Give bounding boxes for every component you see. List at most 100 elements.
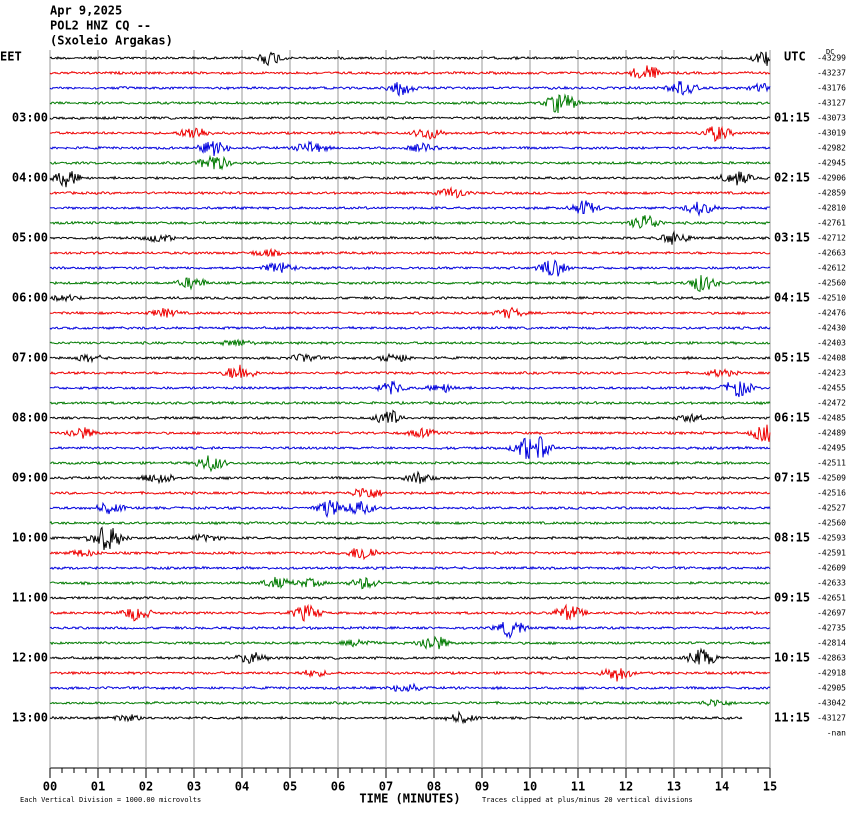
trace xyxy=(49,325,771,331)
trace xyxy=(49,125,771,142)
trace xyxy=(49,115,771,121)
offset-label: -42455 xyxy=(817,384,846,393)
left-time: 05:00 xyxy=(12,231,48,245)
offset-label: -42609 xyxy=(817,564,846,573)
trace xyxy=(49,352,771,364)
left-time: 10:00 xyxy=(12,531,48,545)
trace xyxy=(49,93,771,114)
trace xyxy=(49,80,771,97)
offset-label: -42663 xyxy=(817,249,846,258)
trace xyxy=(49,667,771,682)
right-time: 07:15 xyxy=(774,471,810,485)
x-tick-label: 04 xyxy=(235,780,249,794)
offset-label: -42697 xyxy=(817,609,846,618)
footnote: Traces clipped at plus/minus 20 vertical… xyxy=(482,796,693,804)
trace xyxy=(49,595,771,601)
x-tick-label: 14 xyxy=(715,780,729,794)
left-time: 08:00 xyxy=(12,411,48,425)
trace xyxy=(49,710,743,725)
right-time: 06:15 xyxy=(774,411,810,425)
x-tick-label: 00 xyxy=(43,780,57,794)
offset-label: -42476 xyxy=(817,309,846,318)
x-tick-label: 15 xyxy=(763,780,777,794)
title-line: Apr 9,2025 xyxy=(50,4,122,18)
x-tick-label: 13 xyxy=(667,780,681,794)
trace xyxy=(49,171,771,188)
trace xyxy=(49,647,771,665)
trace xyxy=(49,247,771,257)
trace xyxy=(49,436,771,459)
offset-label: -42472 xyxy=(817,399,846,408)
trace xyxy=(49,259,771,277)
offset-label: -42905 xyxy=(817,684,846,693)
offset-label: -42510 xyxy=(817,294,846,303)
right-time: 11:15 xyxy=(774,711,810,725)
end-label: -nan xyxy=(827,729,846,738)
offset-label: -42918 xyxy=(817,669,846,678)
offset-label: -42651 xyxy=(817,594,846,603)
offset-label: -43176 xyxy=(817,84,846,93)
right-time: 09:15 xyxy=(774,591,810,605)
x-axis-label: TIME (MINUTES) xyxy=(359,792,460,806)
left-time: 03:00 xyxy=(12,111,48,125)
trace xyxy=(49,338,771,347)
x-tick-label: 02 xyxy=(139,780,153,794)
trace xyxy=(49,51,771,67)
title-line: POL2 HNZ CQ -- xyxy=(50,19,151,33)
offset-label: -42408 xyxy=(817,354,846,363)
left-time: 06:00 xyxy=(12,291,48,305)
trace xyxy=(49,230,770,245)
right-time: 08:15 xyxy=(774,531,810,545)
trace xyxy=(49,293,771,303)
offset-label: -42560 xyxy=(817,519,846,528)
offset-label: -43237 xyxy=(817,69,846,78)
trace xyxy=(49,214,771,229)
trace xyxy=(49,306,771,319)
trace xyxy=(49,400,771,406)
right-time: 10:15 xyxy=(774,651,810,665)
offset-label: -42810 xyxy=(817,204,846,213)
x-tick-label: 05 xyxy=(283,780,297,794)
trace xyxy=(49,635,771,650)
trace xyxy=(49,682,771,693)
trace xyxy=(49,65,771,79)
trace xyxy=(49,140,771,157)
left-axis-label: EET xyxy=(0,50,22,64)
left-time: 07:00 xyxy=(12,351,48,365)
left-time: 13:00 xyxy=(12,711,48,725)
trace xyxy=(49,275,771,293)
right-time: 04:15 xyxy=(774,291,810,305)
left-time: 04:00 xyxy=(12,171,48,185)
offset-label: -42735 xyxy=(817,624,846,633)
x-tick-label: 11 xyxy=(571,780,585,794)
trace xyxy=(50,603,771,622)
trace xyxy=(49,470,771,485)
trace xyxy=(49,380,771,398)
trace xyxy=(49,424,771,442)
trace xyxy=(49,520,771,526)
trace xyxy=(49,364,771,379)
offset-label: -42906 xyxy=(817,174,846,183)
trace xyxy=(49,526,771,550)
offset-label: -42430 xyxy=(817,324,846,333)
offset-label: -43042 xyxy=(817,699,846,708)
offset-label: -42863 xyxy=(817,654,846,663)
x-tick-label: 06 xyxy=(331,780,345,794)
trace xyxy=(49,698,771,707)
offset-label: -42516 xyxy=(817,489,846,498)
offset-label: -42593 xyxy=(817,534,846,543)
offset-label: -42945 xyxy=(817,159,846,168)
left-time: 11:00 xyxy=(12,591,48,605)
left-time: 09:00 xyxy=(12,471,48,485)
x-tick-label: 10 xyxy=(523,780,537,794)
right-time: 01:15 xyxy=(774,111,810,125)
offset-label: -42495 xyxy=(817,444,846,453)
offset-label: -42761 xyxy=(817,219,846,228)
trace xyxy=(49,548,771,561)
trace xyxy=(49,576,771,590)
title-line: (Sxoleio Argakas) xyxy=(50,34,173,48)
offset-label: -42591 xyxy=(817,549,846,558)
trace xyxy=(49,565,771,571)
trace xyxy=(49,621,771,640)
footnote: Each Vertical Division = 1000.00 microvo… xyxy=(20,796,201,804)
